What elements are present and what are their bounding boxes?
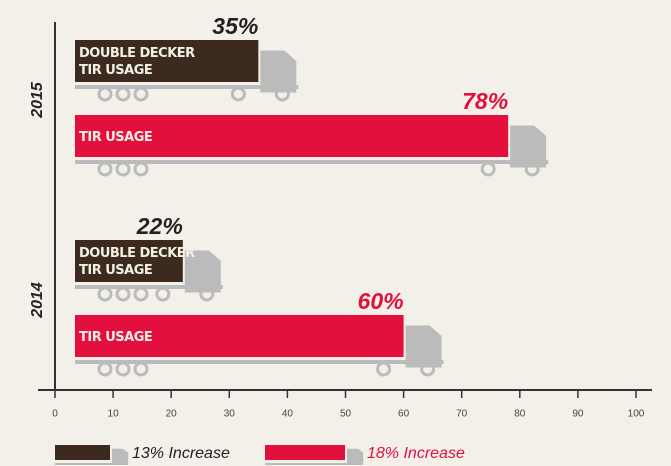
wheel (133, 286, 149, 302)
x-tick-label: 50 (340, 409, 352, 420)
wheel (115, 286, 131, 302)
x-tick-label: 100 (628, 409, 645, 420)
x-tick-label: 40 (282, 409, 294, 420)
bar-label: DOUBLE DECKER TIR USAGE (79, 246, 195, 278)
chassis (55, 463, 128, 465)
chassis (265, 463, 363, 465)
wheel (230, 86, 246, 102)
year-label: 2015 (29, 81, 46, 119)
bar (75, 40, 259, 82)
x-tick-label: 30 (224, 409, 236, 420)
wheel (97, 161, 113, 177)
value-label: 78% (462, 88, 508, 114)
wheel (115, 361, 131, 377)
wheel (115, 161, 131, 177)
legend-swatch (55, 445, 110, 460)
truck-cab (112, 448, 129, 464)
bar-label: DOUBLE DECKER TIR USAGE (79, 46, 195, 78)
wheel (420, 361, 436, 377)
wheel (97, 286, 113, 302)
bar-label-box: DOUBLE DECKER TIR USAGE (79, 46, 195, 78)
x-tick-label: 20 (166, 409, 178, 420)
chassis (75, 160, 549, 164)
bar-label: TIR USAGE (79, 329, 153, 345)
x-tick-label: 0 (52, 409, 58, 420)
bar (75, 115, 509, 157)
wheel (376, 361, 392, 377)
bar-label: TIR USAGE (79, 129, 153, 145)
truck-cab (184, 250, 221, 293)
x-tick-label: 80 (514, 409, 526, 420)
x-tick-label: 60 (398, 409, 410, 420)
chassis (75, 285, 223, 289)
bar (75, 315, 404, 357)
wheel (97, 86, 113, 102)
x-tick-label: 10 (108, 409, 120, 420)
truck-cab (260, 50, 297, 93)
bar-label-box: TIR USAGE (79, 329, 153, 345)
legend-label: 13% Increase (132, 445, 230, 462)
wheel (133, 361, 149, 377)
legend-swatch (265, 445, 345, 460)
wheel (524, 161, 540, 177)
bar-label-box: DOUBLE DECKER TIR USAGE (79, 246, 195, 278)
value-label: 35% (212, 13, 258, 39)
truck-cab (405, 325, 442, 368)
year-label: 2014 (29, 282, 46, 319)
wheel (133, 86, 149, 102)
wheel (133, 161, 149, 177)
value-label: 22% (136, 213, 183, 239)
wheel (199, 286, 215, 302)
truck-cab (510, 125, 547, 168)
wheel (155, 286, 171, 302)
wheel (480, 161, 496, 177)
chassis (75, 85, 299, 89)
legend-label: 18% Increase (367, 445, 465, 462)
value-label: 60% (358, 288, 404, 314)
wheel (274, 86, 290, 102)
bar-label-box: TIR USAGE (79, 129, 153, 145)
chassis (75, 360, 444, 364)
truck-cab (346, 448, 364, 464)
x-tick-label: 70 (456, 409, 468, 420)
bar (75, 240, 183, 282)
wheel (97, 361, 113, 377)
x-tick-label: 90 (572, 409, 584, 420)
wheel (115, 86, 131, 102)
